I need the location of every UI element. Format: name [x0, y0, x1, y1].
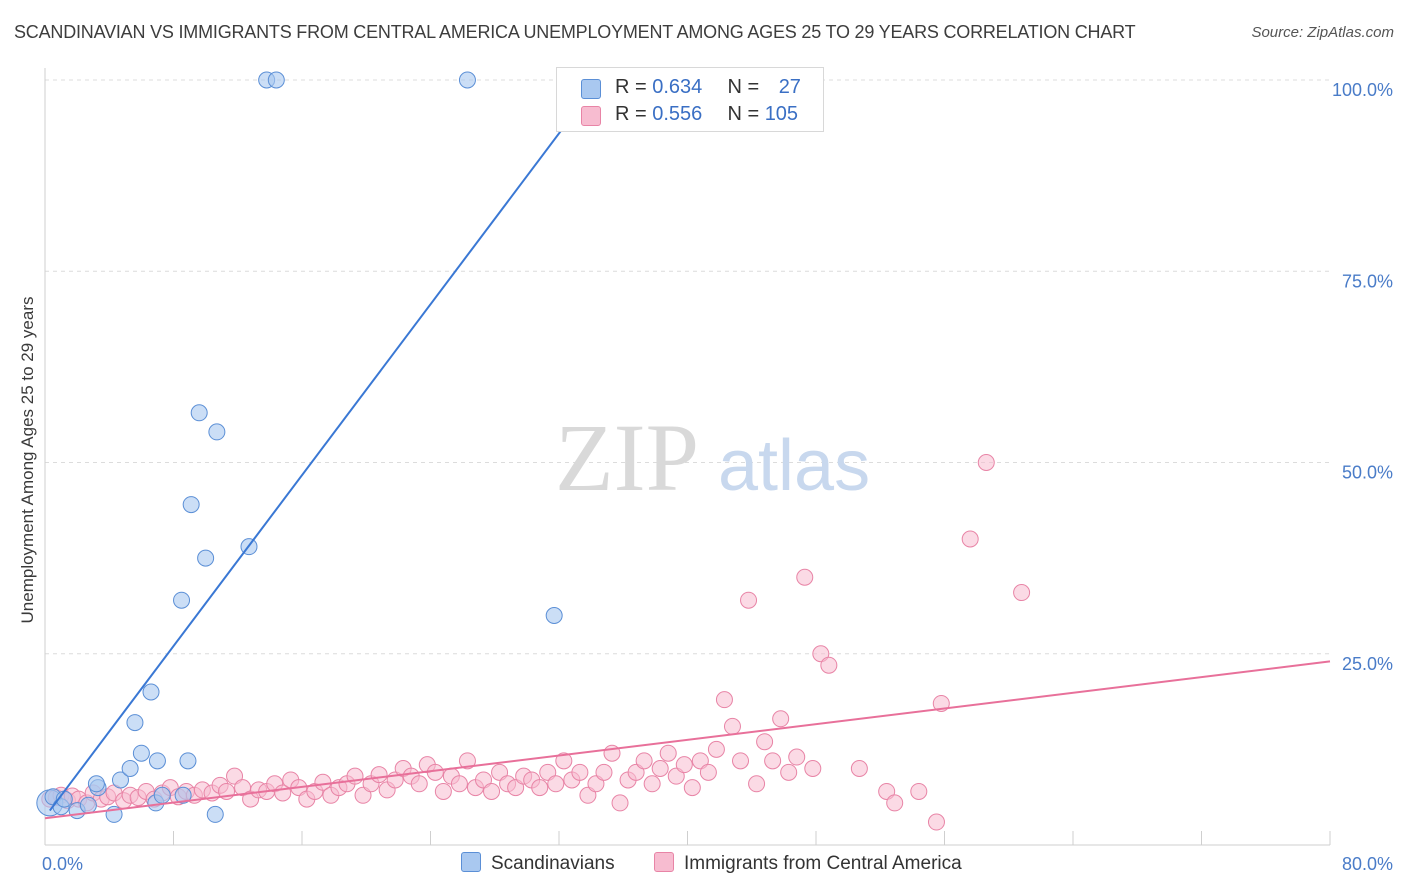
- data-point-scandinavians: [153, 786, 171, 804]
- data-point-immigrants: [571, 763, 589, 781]
- chart-title: SCANDINAVIAN VS IMMIGRANTS FROM CENTRAL …: [14, 22, 1136, 42]
- x-tick-label: 80.0%: [1342, 854, 1393, 874]
- legend-n-value: 105: [764, 103, 799, 125]
- data-point-immigrants: [314, 773, 332, 791]
- data-point-immigrants: [820, 656, 838, 674]
- data-point-immigrants: [850, 760, 868, 777]
- data-point-immigrants: [595, 763, 613, 781]
- bottom-legend-label: Scandinavians: [491, 853, 615, 874]
- data-point-scandinavians: [267, 71, 285, 89]
- data-point-scandinavians: [182, 496, 200, 514]
- data-point-scandinavians: [190, 404, 208, 422]
- data-point-immigrants: [675, 756, 693, 774]
- bottom-legend-swatch-blue: [461, 852, 481, 872]
- data-point-immigrants: [458, 752, 476, 770]
- data-point-immigrants: [927, 813, 945, 831]
- data-point-immigrants: [659, 744, 677, 762]
- bottom-legend-scandinavians: Scandinavians: [461, 852, 615, 875]
- data-point-immigrants: [796, 568, 814, 586]
- data-point-immigrants: [732, 752, 750, 770]
- data-point-immigrants: [611, 794, 629, 812]
- bottom-legend-swatch-pink: [654, 852, 674, 872]
- data-point-immigrants: [410, 775, 428, 793]
- data-point-immigrants: [772, 710, 790, 728]
- legend-r-label: R =: [615, 103, 653, 125]
- data-point-immigrants: [707, 740, 725, 758]
- data-point-scandinavians: [142, 683, 160, 701]
- data-point-immigrants: [748, 775, 766, 793]
- data-point-scandinavians: [126, 714, 144, 732]
- data-point-immigrants: [910, 782, 928, 800]
- series-immigrants-points: [41, 454, 1031, 831]
- data-point-scandinavians: [179, 752, 197, 770]
- stats-legend: R = 0.634 N = 27 R = 0.556 N = 105: [556, 67, 824, 132]
- data-point-immigrants: [788, 748, 806, 766]
- legend-r-value: 0.556: [652, 103, 703, 125]
- trend-line-immigrants: [44, 660, 1331, 820]
- y-tick-label: 50.0%: [1342, 463, 1393, 483]
- data-point-immigrants: [764, 752, 782, 770]
- data-point-immigrants: [643, 775, 661, 793]
- data-point-immigrants: [740, 591, 758, 609]
- data-point-immigrants: [635, 752, 653, 770]
- tick-labels: 25.0% 50.0% 75.0% 100.0% 0.0% 80.0%: [42, 80, 1393, 874]
- x-tick-label: 0.0%: [42, 854, 83, 874]
- data-point-scandinavians: [206, 805, 224, 823]
- data-point-immigrants: [780, 763, 798, 781]
- data-point-immigrants: [547, 775, 565, 793]
- trend-lines: [44, 79, 1331, 820]
- data-point-immigrants: [977, 454, 995, 471]
- data-point-immigrants: [804, 760, 822, 777]
- source-label: Source: ZipAtlas.com: [1251, 24, 1394, 41]
- data-point-immigrants: [450, 775, 468, 793]
- data-point-immigrants: [370, 766, 388, 784]
- data-point-immigrants: [426, 763, 444, 781]
- data-point-scandinavians: [458, 71, 476, 89]
- bottom-legend-label: Immigrants from Central America: [684, 853, 962, 874]
- y-tick-label: 75.0%: [1342, 271, 1393, 291]
- axes: [44, 68, 1331, 846]
- data-point-immigrants: [886, 794, 904, 812]
- data-point-scandinavians: [87, 775, 105, 793]
- data-point-immigrants: [555, 752, 573, 770]
- watermark-atlas: atlas: [718, 426, 870, 506]
- watermark-zip: ZIP: [555, 404, 699, 511]
- data-point-scandinavians: [121, 760, 139, 777]
- legend-r-label: R =: [615, 76, 653, 98]
- data-point-immigrants: [715, 691, 733, 709]
- legend-r-value: 0.634: [652, 76, 703, 98]
- legend-n-label: N =: [727, 103, 765, 125]
- data-point-immigrants: [651, 760, 669, 777]
- series-scandinavians-points: [36, 71, 563, 823]
- data-point-immigrants: [723, 717, 741, 735]
- data-point-scandinavians: [111, 771, 129, 789]
- y-tick-label: 25.0%: [1342, 654, 1393, 674]
- data-point-immigrants: [1013, 584, 1031, 602]
- data-point-immigrants: [756, 733, 774, 751]
- data-point-scandinavians: [174, 786, 192, 804]
- data-point-immigrants: [683, 779, 701, 797]
- y-tick-label: 100.0%: [1332, 80, 1393, 100]
- data-point-scandinavians: [132, 744, 150, 762]
- data-point-immigrants: [483, 782, 501, 800]
- data-point-scandinavians: [545, 607, 563, 624]
- data-point-scandinavians: [208, 423, 226, 441]
- legend-n-label: N =: [727, 76, 765, 98]
- legend-n-value: 27: [778, 76, 801, 98]
- data-point-immigrants: [699, 763, 717, 781]
- data-point-scandinavians: [79, 796, 97, 814]
- data-point-immigrants: [434, 782, 452, 800]
- data-point-scandinavians: [148, 752, 166, 770]
- legend-swatch-pink: [581, 106, 601, 126]
- legend-swatch-blue: [581, 79, 601, 99]
- grid-lines: [45, 79, 1330, 655]
- data-point-immigrants: [961, 530, 979, 548]
- trend-line-scandinavians: [49, 79, 600, 812]
- data-point-immigrants: [531, 779, 549, 797]
- bottom-legend-immigrants: Immigrants from Central America: [654, 852, 962, 875]
- data-point-scandinavians: [197, 549, 215, 567]
- data-point-scandinavians: [173, 591, 191, 609]
